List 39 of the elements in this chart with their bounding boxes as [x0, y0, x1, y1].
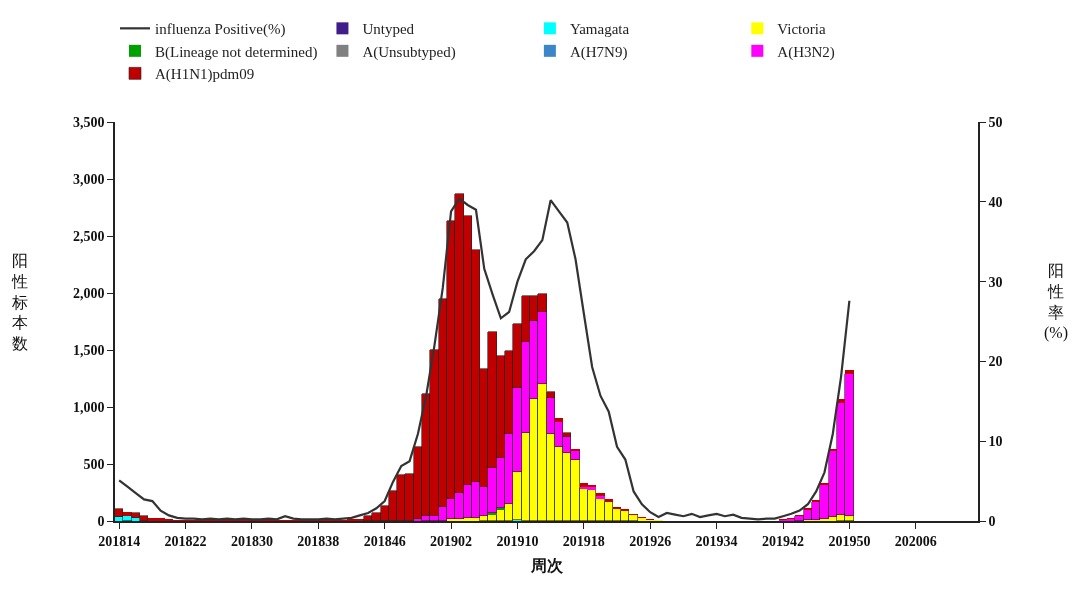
- y-tick-label: 0: [97, 513, 105, 529]
- y2-tick-label: 50: [988, 114, 1003, 130]
- y2-tick-label: 0: [988, 513, 996, 529]
- legend-label: A(H7N9): [569, 43, 628, 61]
- y2-tick-label: 40: [988, 194, 1003, 210]
- x-tick-label: 201822: [164, 533, 207, 549]
- legend-label: Untyped: [362, 21, 415, 38]
- y2-tick-label: 20: [988, 354, 1003, 370]
- x-tick-label: 201838: [297, 533, 340, 549]
- y-tick-label: 3,000: [72, 171, 105, 187]
- legend-label: Yamagata: [569, 21, 630, 38]
- y2-tick-label: 10: [988, 434, 1003, 450]
- x-tick-label: 201926: [629, 533, 672, 549]
- x-tick-label: 201942: [762, 533, 804, 549]
- y2-tick-label: 30: [988, 274, 1003, 290]
- y2-axis-title: 阳性率(%): [1044, 262, 1068, 343]
- x-axis-title: 周次: [529, 556, 564, 574]
- legend-label: A(H1N1)pdm09: [155, 66, 255, 84]
- x-tick-label: 201846: [363, 533, 406, 549]
- x-tick-label: 201934: [695, 533, 738, 549]
- legend-label: Victoria: [777, 21, 826, 38]
- y-axis-title: 阳性标本数: [11, 252, 28, 353]
- y-tick-label: 1,000: [72, 399, 105, 415]
- y-tick-label: 2,000: [72, 285, 105, 301]
- y-tick-label: 1,500: [72, 342, 105, 358]
- x-tick-label: 201950: [828, 533, 871, 549]
- x-tick-label: 201830: [230, 533, 273, 549]
- legend-label: A(Unsubtyped): [362, 43, 456, 61]
- legend-label: B(Lineage not determined): [155, 43, 318, 61]
- x-tick-label: 202006: [894, 533, 937, 549]
- x-tick-label: 201814: [98, 533, 141, 549]
- y-tick-label: 2,500: [72, 228, 105, 244]
- y-tick-label: 500: [83, 456, 105, 472]
- y-tick-label: 3,500: [72, 114, 105, 130]
- x-tick-label: 201918: [562, 533, 605, 549]
- legend-label: influenza Positive(%): [155, 21, 286, 39]
- x-tick-label: 201902: [430, 533, 473, 549]
- x-tick-label: 201910: [496, 533, 539, 549]
- legend-label: A(H3N2): [777, 43, 835, 61]
